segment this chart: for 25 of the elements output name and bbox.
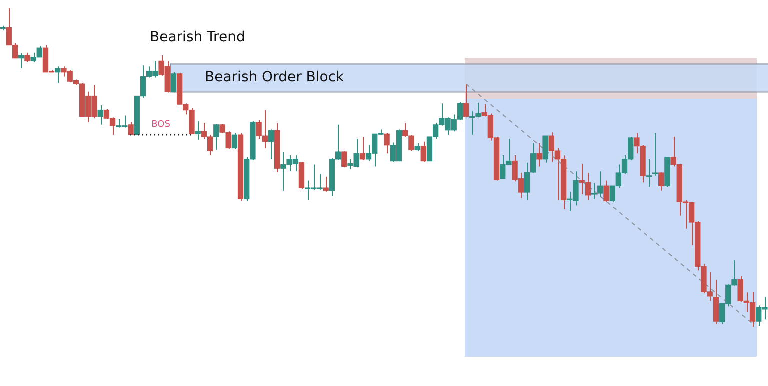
candlestick bbox=[536, 142, 542, 168]
candlestick bbox=[463, 84, 470, 118]
candlestick bbox=[268, 129, 274, 160]
candlestick bbox=[652, 132, 658, 176]
ref-line-label: BOS bbox=[152, 120, 171, 130]
candlestick bbox=[658, 172, 664, 192]
band-label: Bearish Order Block bbox=[205, 69, 346, 86]
candlestick bbox=[604, 180, 610, 203]
candlestick bbox=[646, 158, 652, 188]
candlestick bbox=[24, 52, 30, 63]
candlestick bbox=[360, 136, 366, 161]
candlestick bbox=[170, 72, 177, 94]
candlestick bbox=[323, 176, 329, 192]
candlestick bbox=[420, 141, 426, 163]
candlestick bbox=[342, 150, 348, 168]
candlestick bbox=[18, 53, 24, 70]
candlestick bbox=[542, 136, 548, 164]
candlestick bbox=[128, 122, 134, 136]
candlestick bbox=[98, 104, 104, 126]
annotation: Bearish Trend bbox=[150, 30, 246, 46]
candlestick bbox=[55, 66, 61, 84]
candlestick bbox=[384, 133, 390, 154]
candlestick bbox=[232, 132, 238, 150]
candlestick bbox=[214, 123, 220, 151]
candlestick bbox=[195, 120, 201, 140]
